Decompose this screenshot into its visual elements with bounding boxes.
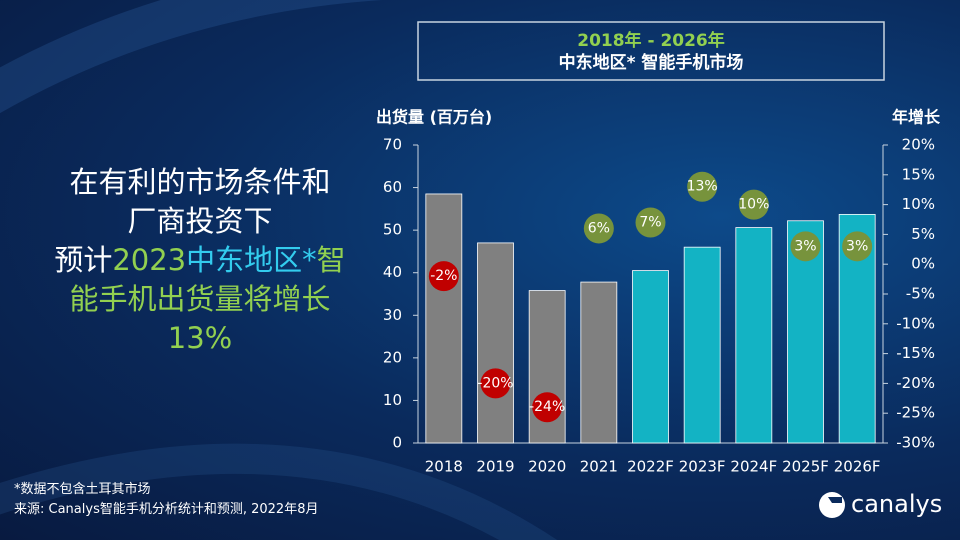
data-label: -20% xyxy=(477,375,513,391)
headline: 在有利的市场条件和 厂商投资下 预计2023中东地区*智 能手机出货量将增长 13% xyxy=(20,163,380,358)
x-tick-label: 2018 xyxy=(425,458,463,476)
growth-marker xyxy=(583,213,614,244)
bar xyxy=(580,281,618,444)
y2-tick-label: -30% xyxy=(896,434,935,452)
y2-tick-label: -10% xyxy=(896,314,935,332)
data-label: 6% xyxy=(588,220,610,236)
data-label: 3% xyxy=(794,238,816,254)
data-label: -24% xyxy=(529,399,565,415)
x-tick-label: 2019 xyxy=(476,458,514,476)
y-tick-label: 50 xyxy=(383,221,402,239)
bar xyxy=(632,270,669,444)
y-tick-label: 0 xyxy=(392,434,402,452)
x-tick-label: 2025F xyxy=(782,458,829,476)
growth-marker xyxy=(428,261,459,292)
headline-text: 预计 xyxy=(54,243,113,277)
headline-text: 中东地区* xyxy=(186,243,317,277)
growth-marker xyxy=(790,231,821,262)
data-label: 13% xyxy=(687,179,718,195)
headline-line: 预计2023中东地区*智 xyxy=(20,241,380,280)
headline-text: 智 xyxy=(316,243,346,277)
growth-marker xyxy=(842,231,873,262)
y2-tick-label: -15% xyxy=(896,344,935,362)
logo-icon-cut xyxy=(828,497,842,503)
y2-tick-label: 5% xyxy=(911,225,935,243)
data-label: 7% xyxy=(639,214,661,230)
logo: canalys xyxy=(819,490,942,518)
logo-icon xyxy=(819,492,845,518)
y2-tick-label: -5% xyxy=(906,285,935,303)
x-tick-label: 2026F xyxy=(834,458,881,476)
data-label: -2% xyxy=(430,268,457,284)
x-tick-label: 2020 xyxy=(528,458,566,476)
y-tick-label: 60 xyxy=(383,178,402,196)
y2-tick-label: -25% xyxy=(896,404,935,422)
bg-swoosh xyxy=(0,443,558,540)
headline-line: 厂商投资下 xyxy=(20,202,380,241)
y2-tick-label: 10% xyxy=(902,195,935,213)
y-axis-label: 出货量 (百万台) xyxy=(376,108,492,127)
footnote: *数据不包含土耳其市场 xyxy=(14,482,151,497)
headline-text: 厂商投资下 xyxy=(127,204,273,238)
y-tick-label: 70 xyxy=(383,136,402,154)
growth-marker xyxy=(480,368,511,399)
source: 来源: Canalys智能手机分析统计和预测, 2022年8月 xyxy=(14,502,319,517)
bar xyxy=(683,246,721,444)
growth-marker xyxy=(532,392,563,423)
headline-line: 在有利的市场条件和 xyxy=(20,163,380,202)
bar xyxy=(735,227,773,444)
x-tick-label: 2021 xyxy=(580,458,618,476)
y2-tick-label: -20% xyxy=(896,374,935,392)
bar xyxy=(477,242,514,444)
data-label: 10% xyxy=(738,197,769,213)
y2-axis-label: 年增长 xyxy=(892,108,941,127)
bg-swoosh xyxy=(0,0,384,114)
data-label: 3% xyxy=(846,238,868,254)
y-tick-label: 40 xyxy=(383,263,402,281)
headline-text: 能手机出货量将增长 xyxy=(69,282,331,316)
y2-tick-label: 0% xyxy=(911,255,935,273)
headline-text: 13% xyxy=(167,321,233,355)
chart-subtitle: 中东地区* 智能手机市场 xyxy=(559,52,744,73)
chart-title: 2018年 - 2026年 xyxy=(577,30,725,51)
y-tick-label: 10 xyxy=(383,391,402,409)
growth-marker xyxy=(687,171,718,202)
title-box xyxy=(417,21,885,81)
x-tick-label: 2024F xyxy=(730,458,777,476)
y2-tick-label: 15% xyxy=(902,165,935,183)
y2-tick-label: 20% xyxy=(902,136,935,154)
headline-line: 能手机出货量将增长 xyxy=(20,280,380,319)
growth-marker xyxy=(738,189,769,220)
logo-text: canalys xyxy=(851,490,942,518)
headline-text: 在有利的市场条件和 xyxy=(69,165,331,199)
x-tick-label: 2023F xyxy=(679,458,726,476)
y-tick-label: 30 xyxy=(383,306,402,324)
bar xyxy=(425,193,463,444)
headline-text: 2023 xyxy=(112,243,187,277)
y-tick-label: 20 xyxy=(383,348,402,366)
x-tick-label: 2022F xyxy=(627,458,674,476)
headline-line: 13% xyxy=(20,319,380,358)
growth-marker xyxy=(635,207,666,238)
